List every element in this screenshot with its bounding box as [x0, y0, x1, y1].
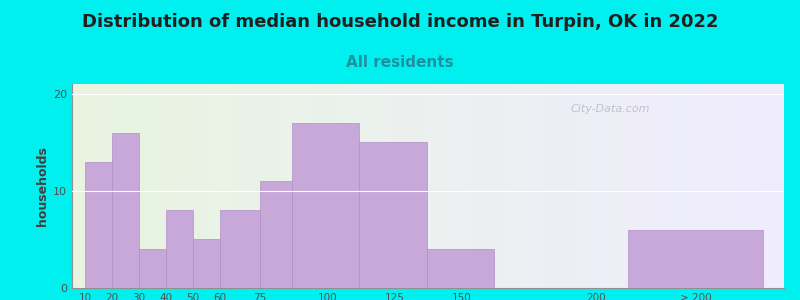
- Text: Distribution of median household income in Turpin, OK in 2022: Distribution of median household income …: [82, 13, 718, 31]
- Bar: [359, 142, 426, 288]
- Bar: [628, 230, 762, 288]
- Bar: [139, 249, 166, 288]
- Bar: [112, 133, 139, 288]
- Text: City-Data.com: City-Data.com: [570, 104, 650, 114]
- Bar: [86, 162, 112, 288]
- Text: All residents: All residents: [346, 55, 454, 70]
- Y-axis label: households: households: [36, 146, 49, 226]
- Bar: [220, 210, 260, 288]
- Bar: [166, 210, 193, 288]
- Bar: [426, 249, 494, 288]
- Bar: [193, 239, 220, 288]
- Bar: [260, 181, 292, 288]
- Bar: [292, 123, 359, 288]
